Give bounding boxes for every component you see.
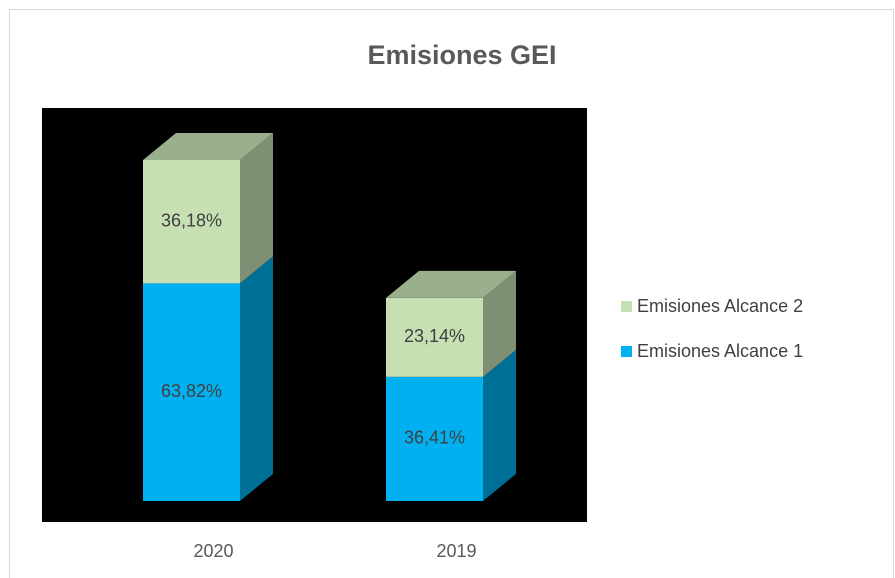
bar (143, 283, 240, 501)
bar-top (386, 270, 516, 298)
data-label: 36,41% (404, 428, 465, 448)
bar (386, 297, 483, 377)
data-label: 63,82% (161, 381, 222, 401)
bar (386, 376, 483, 501)
x-tick-label: 2020 (193, 541, 233, 561)
bar-side (240, 256, 273, 501)
data-label: 23,14% (404, 326, 465, 346)
data-label: 36,18% (161, 210, 222, 230)
legend-label: Emisiones Alcance 2 (637, 296, 803, 316)
x-tick-label: 2019 (436, 541, 476, 561)
bar-side (483, 349, 516, 501)
bar (143, 160, 240, 284)
legend-swatch (621, 301, 632, 312)
bar-side (240, 133, 273, 284)
chart-title: Emisiones GEI (367, 40, 556, 70)
bar-top (143, 133, 273, 160)
legend-label: Emisiones Alcance 1 (637, 341, 803, 361)
legend-swatch (621, 346, 632, 357)
bar-side (483, 270, 516, 377)
